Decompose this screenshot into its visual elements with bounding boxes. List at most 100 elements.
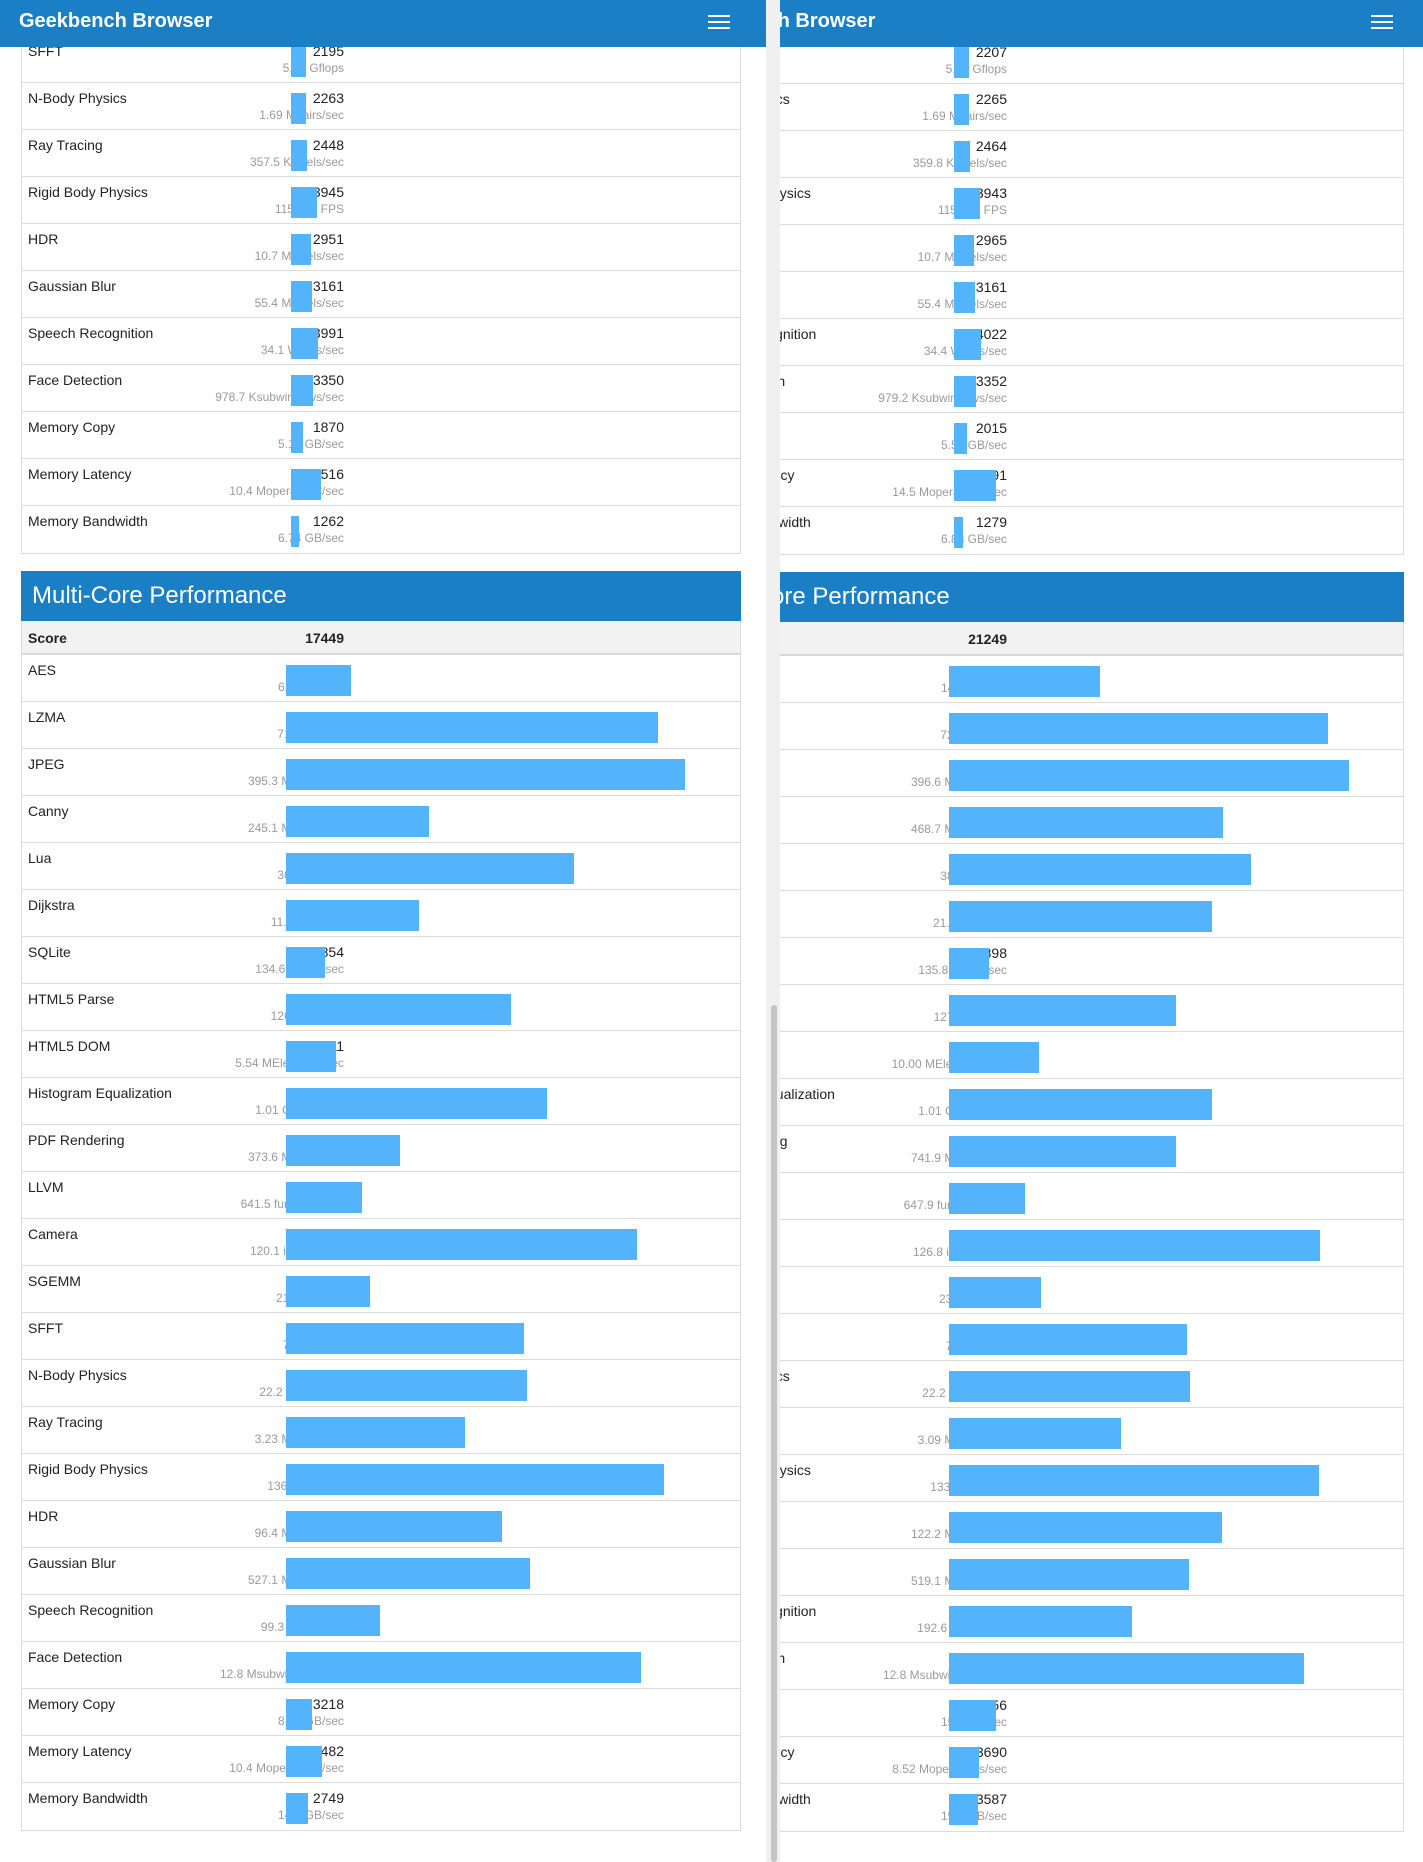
- score-bar: [949, 1559, 1189, 1590]
- benchmark-score: 3945: [312, 184, 344, 200]
- score-bar: [286, 1746, 322, 1777]
- benchmark-name: Face Detection: [28, 372, 123, 388]
- benchmark-score: 3350: [312, 372, 344, 388]
- benchmark-name: HDR: [28, 231, 59, 247]
- score-bar: [286, 1793, 308, 1824]
- benchmark-row: Rigid Body Physics394511549.2 FPS: [22, 177, 740, 224]
- score-bar: [949, 666, 1100, 697]
- multi-core-results-table: Score 17449 AES80196.04 GB/secLZMA4583171.…: [21, 621, 741, 1831]
- benchmark-unit: 978.7 Ksubwindows/sec: [215, 390, 344, 404]
- benchmark-score: 3991: [312, 325, 344, 341]
- score-bar: [286, 1135, 400, 1166]
- left-page-content: SFFT 2195 5.47 Gflops N-Body Physics 2263 1.6…: [0, 0, 766, 1831]
- score-bar: [949, 1277, 1041, 1308]
- score-bar: [949, 1794, 978, 1825]
- scrollbar-thumb[interactable]: [771, 1005, 777, 1862]
- benchmark-name: Memory Latency: [28, 1743, 132, 1759]
- benchmark-name: Memory Copy: [28, 419, 116, 435]
- benchmark-score: 2195: [312, 43, 344, 59]
- benchmark-name: Rigid Body Physics: [28, 1461, 148, 1477]
- score-bar: [954, 376, 976, 407]
- score-bar: [949, 1089, 1212, 1120]
- benchmark-score: 2951: [312, 231, 344, 247]
- benchmark-row: Ray Tracing 2448 357.5 Kpixels/sec: [22, 130, 740, 177]
- score-bar: [949, 1042, 1039, 1073]
- score-bar: [949, 1606, 1132, 1637]
- benchmark-row: Memory Bandwidth 2749 14.7 GB/sec: [22, 1783, 740, 1830]
- navbar: Geekbench Browser: [0, 0, 766, 47]
- benchmark-score: 2265: [975, 91, 1007, 107]
- benchmark-row: Lua3549636.5 MB/sec: [22, 843, 740, 890]
- benchmark-row: Memory Latency629114.5 Moperations/sec: [780, 460, 1403, 507]
- overall-score: 21249: [968, 631, 1007, 647]
- benchmark-row: Memory Bandwidth 1262 6.74 GB/sec: [22, 506, 740, 553]
- overall-score-row: Score 17449: [22, 621, 740, 655]
- benchmark-name: Rigid Body Physics: [780, 185, 811, 201]
- benchmark-score: 2263: [312, 90, 344, 106]
- left-browser-pane: SFFT 2195 5.47 Gflops N-Body Physics 2263 1.6…: [0, 0, 766, 1831]
- benchmark-name: HTML5 Parse: [28, 991, 115, 1007]
- benchmark-row: HDR296510.7 Mpixels/sec: [780, 225, 1403, 272]
- score-bar: [949, 1324, 1187, 1355]
- benchmark-row: Memory Bandwidth358719.2 GB/sec: [780, 1784, 1403, 1831]
- benchmark-row: Face Detection4380612.8 Msubwindows/sec: [22, 1642, 740, 1689]
- hamburger-menu-icon[interactable]: [1371, 13, 1395, 31]
- score-bar: [286, 1323, 524, 1354]
- overall-score-row: Score21249: [780, 622, 1403, 656]
- score-bar: [949, 1465, 1319, 1496]
- benchmark-name: Face Detection: [780, 373, 786, 389]
- hamburger-menu-icon[interactable]: [708, 13, 732, 31]
- multi-core-header: Multi-Core Performance: [780, 572, 1404, 622]
- brand-link[interactable]: Geekbench Browser: [780, 10, 876, 32]
- score-bar: [291, 422, 303, 453]
- benchmark-name: Rigid Body Physics: [28, 184, 148, 200]
- score-bar: [954, 188, 980, 219]
- score-bar: [286, 1417, 465, 1448]
- score-bar: [286, 1605, 380, 1636]
- benchmark-row: Face Detection 3352 979.2 Ksubwindows/sec: [780, 366, 1403, 413]
- score-bar: [286, 900, 419, 931]
- score-bar: [286, 1182, 362, 1213]
- score-bar: [954, 94, 969, 125]
- benchmark-score: 3690: [975, 1744, 1007, 1760]
- score-bar: [949, 1371, 1190, 1402]
- benchmark-score: 1262: [312, 513, 344, 529]
- benchmark-unit: 10.4 Moperations/sec: [229, 484, 344, 498]
- score-bar: [286, 759, 685, 790]
- navbar: Geekbench Browser: [780, 0, 1423, 47]
- score-bar: [291, 281, 312, 312]
- benchmark-row: HTML5 Parse27746126.0 MB/sec: [22, 984, 740, 1031]
- benchmark-row: Rigid Body Physics46561136303.1 FPS: [22, 1454, 740, 1501]
- score-bar: [949, 901, 1212, 932]
- score-bar: [949, 1512, 1222, 1543]
- benchmark-row: Speech Recognition1160199.3 Words/sec: [22, 1595, 740, 1642]
- score-bar: [954, 517, 963, 548]
- benchmark-row: SFFT22075.50 Gflops: [780, 37, 1403, 84]
- benchmark-row: Ray Tracing221233.23 Mpixels/sec: [22, 1407, 740, 1454]
- benchmark-name: Speech Recognition: [28, 1602, 154, 1618]
- benchmark-name: SGEMM: [28, 1273, 81, 1289]
- benchmark-row: HTML5 DOM61115.54 MElements/sec: [22, 1031, 740, 1078]
- benchmark-name: Dijkstra: [28, 897, 75, 913]
- benchmark-row: N-Body Physics 2263 1.69 Mpairs/sec: [22, 83, 740, 130]
- score-bar: [949, 1183, 1025, 1214]
- benchmark-name: Canny: [28, 803, 69, 819]
- benchmark-score: 2015: [975, 420, 1007, 436]
- brand-link[interactable]: Geekbench Browser: [19, 10, 213, 32]
- benchmark-name: HDR: [28, 1508, 59, 1524]
- score-bar: [291, 469, 321, 500]
- benchmark-score: 1279: [975, 514, 1007, 530]
- score-bar: [286, 806, 429, 837]
- benchmark-name: SFFT: [28, 1320, 63, 1336]
- multi-core-title: Multi-Core Performance: [780, 583, 950, 610]
- benchmark-name: Histogram Equalization: [780, 1086, 835, 1102]
- benchmark-row: Memory Copy20155.58 GB/sec: [780, 413, 1403, 460]
- benchmark-row: Histogram Equalization321941.01 Gpixels/…: [22, 1078, 740, 1125]
- benchmark-name: Gaussian Blur: [28, 1555, 116, 1571]
- benchmark-row: Memory Copy 1870 5.18 GB/sec: [22, 412, 740, 459]
- benchmark-row: Face Detection 3350 978.7 Ksubwindows/sec: [22, 365, 740, 412]
- benchmark-name: Speech Recognition: [28, 325, 154, 341]
- benchmark-name: PDF Rendering: [28, 1132, 125, 1148]
